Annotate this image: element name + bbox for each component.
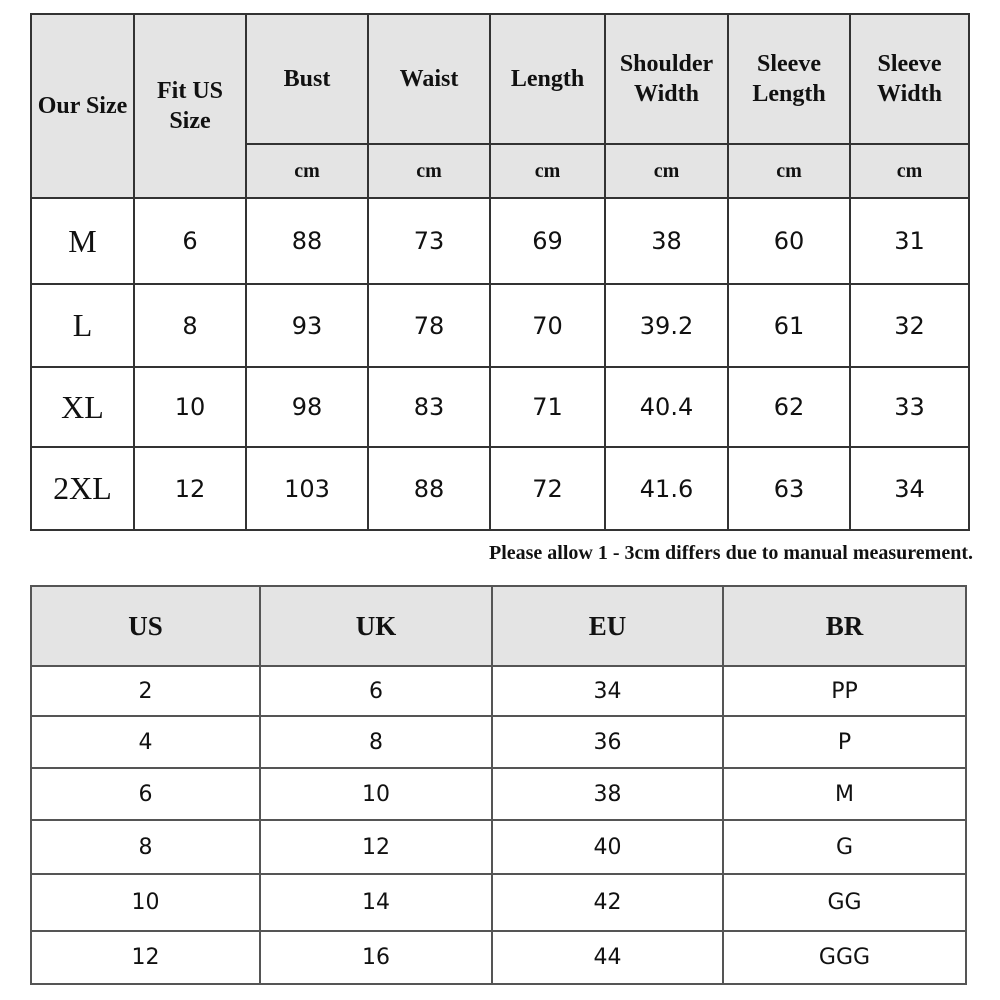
table-cell: XL: [30, 366, 135, 448]
unit-label: cm: [849, 143, 970, 199]
table-cell: 83: [367, 366, 491, 448]
table-cell: 4: [30, 715, 261, 769]
header-eu: EU: [491, 585, 724, 667]
table-cell: 2: [30, 665, 261, 717]
table-cell: 2XL: [30, 446, 135, 531]
table-cell: 10: [133, 366, 247, 448]
header-us: US: [30, 585, 261, 667]
table-cell: 8: [30, 819, 261, 875]
table-cell: 72: [489, 446, 606, 531]
table-cell: 31: [849, 197, 970, 285]
table-cell: 88: [245, 197, 369, 285]
table-row: XL 10 98 83 71 40.4 62 33: [30, 366, 970, 448]
table-cell: 8: [259, 715, 493, 769]
table-cell: M: [30, 197, 135, 285]
header-bust: Bust: [245, 13, 369, 145]
table-cell: 42: [491, 873, 724, 932]
table-cell: 71: [489, 366, 606, 448]
header-br: BR: [722, 585, 967, 667]
table-cell: 33: [849, 366, 970, 448]
table-cell: 62: [727, 366, 851, 448]
table-row: 10 14 42 GG: [30, 873, 967, 932]
unit-label: cm: [367, 143, 491, 199]
table-cell: 16: [259, 930, 493, 985]
table-cell: 44: [491, 930, 724, 985]
header-uk: UK: [259, 585, 493, 667]
table-cell: 40: [491, 819, 724, 875]
table-cell: 36: [491, 715, 724, 769]
unit-label: cm: [489, 143, 606, 199]
table-cell: 38: [491, 767, 724, 821]
table-cell: 70: [489, 283, 606, 368]
table-cell: 12: [30, 930, 261, 985]
table-cell: 6: [30, 767, 261, 821]
table-cell: 32: [849, 283, 970, 368]
table-cell: 34: [491, 665, 724, 717]
unit-label: cm: [604, 143, 729, 199]
unit-label: cm: [727, 143, 851, 199]
table-cell: 12: [133, 446, 247, 531]
table-cell: L: [30, 283, 135, 368]
table-row: 2 6 34 PP: [30, 665, 967, 717]
table-cell: 38: [604, 197, 729, 285]
table-cell: 10: [30, 873, 261, 932]
table-row: L 8 93 78 70 39.2 61 32: [30, 283, 970, 368]
table-cell: 78: [367, 283, 491, 368]
table-cell: 6: [133, 197, 247, 285]
size-chart-table: Our Size Fit US Size Bust Waist Length S…: [30, 13, 970, 531]
table-cell: 10: [259, 767, 493, 821]
table-cell: 12: [259, 819, 493, 875]
table-cell: 14: [259, 873, 493, 932]
table-cell: 6: [259, 665, 493, 717]
table-row: 2XL 12 103 88 72 41.6 63 34: [30, 446, 970, 531]
table-cell: 103: [245, 446, 369, 531]
table-cell: 8: [133, 283, 247, 368]
size-conversion-table: US UK EU BR 2 6 34 PP 4 8 36 P 6 10 38 M 8 12 40 G 10 14 4…: [30, 585, 967, 985]
table-cell: 61: [727, 283, 851, 368]
table-cell: 41.6: [604, 446, 729, 531]
header-length: Length: [489, 13, 606, 145]
header-sleeve-width: Sleeve Width: [849, 13, 970, 145]
table-cell: 88: [367, 446, 491, 531]
unit-label: cm: [245, 143, 369, 199]
table-row: 8 12 40 G: [30, 819, 967, 875]
table-cell: 63: [727, 446, 851, 531]
header-waist: Waist: [367, 13, 491, 145]
table-cell: M: [722, 767, 967, 821]
table-cell: 40.4: [604, 366, 729, 448]
table-cell: 69: [489, 197, 606, 285]
table-cell: 34: [849, 446, 970, 531]
table-cell: 93: [245, 283, 369, 368]
header-sleeve-length: Sleeve Length: [727, 13, 851, 145]
header-shoulder-width: Shoulder Width: [604, 13, 729, 145]
table-cell: GG: [722, 873, 967, 932]
table-row: 4 8 36 P: [30, 715, 967, 769]
table-cell: 60: [727, 197, 851, 285]
table-cell: P: [722, 715, 967, 769]
table-row: 12 16 44 GGG: [30, 930, 967, 985]
table-cell: GGG: [722, 930, 967, 985]
table-cell: 73: [367, 197, 491, 285]
header-fit-us-size: Fit US Size: [133, 13, 247, 199]
table-cell: 98: [245, 366, 369, 448]
table-row: M 6 88 73 69 38 60 31: [30, 197, 970, 285]
header-our-size: Our Size: [30, 13, 135, 199]
table-cell: G: [722, 819, 967, 875]
table-cell: 39.2: [604, 283, 729, 368]
table-row: 6 10 38 M: [30, 767, 967, 821]
table-cell: PP: [722, 665, 967, 717]
measurement-note: Please allow 1 - 3cm differs due to manu…: [488, 542, 973, 564]
